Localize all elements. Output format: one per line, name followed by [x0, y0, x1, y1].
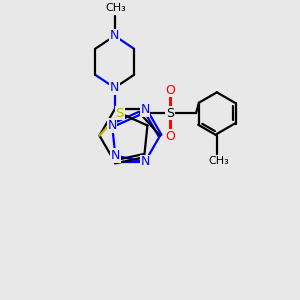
- Text: N: N: [111, 149, 120, 162]
- Text: S: S: [166, 106, 174, 120]
- Text: CH₃: CH₃: [208, 156, 229, 166]
- Text: N: N: [140, 155, 150, 168]
- Text: N: N: [140, 103, 150, 116]
- Text: N: N: [110, 81, 119, 94]
- Text: N: N: [107, 119, 117, 132]
- Text: N: N: [110, 29, 119, 42]
- Text: CH₃: CH₃: [106, 3, 127, 13]
- Text: O: O: [165, 83, 175, 97]
- Text: O: O: [165, 130, 175, 143]
- Text: S: S: [116, 106, 124, 120]
